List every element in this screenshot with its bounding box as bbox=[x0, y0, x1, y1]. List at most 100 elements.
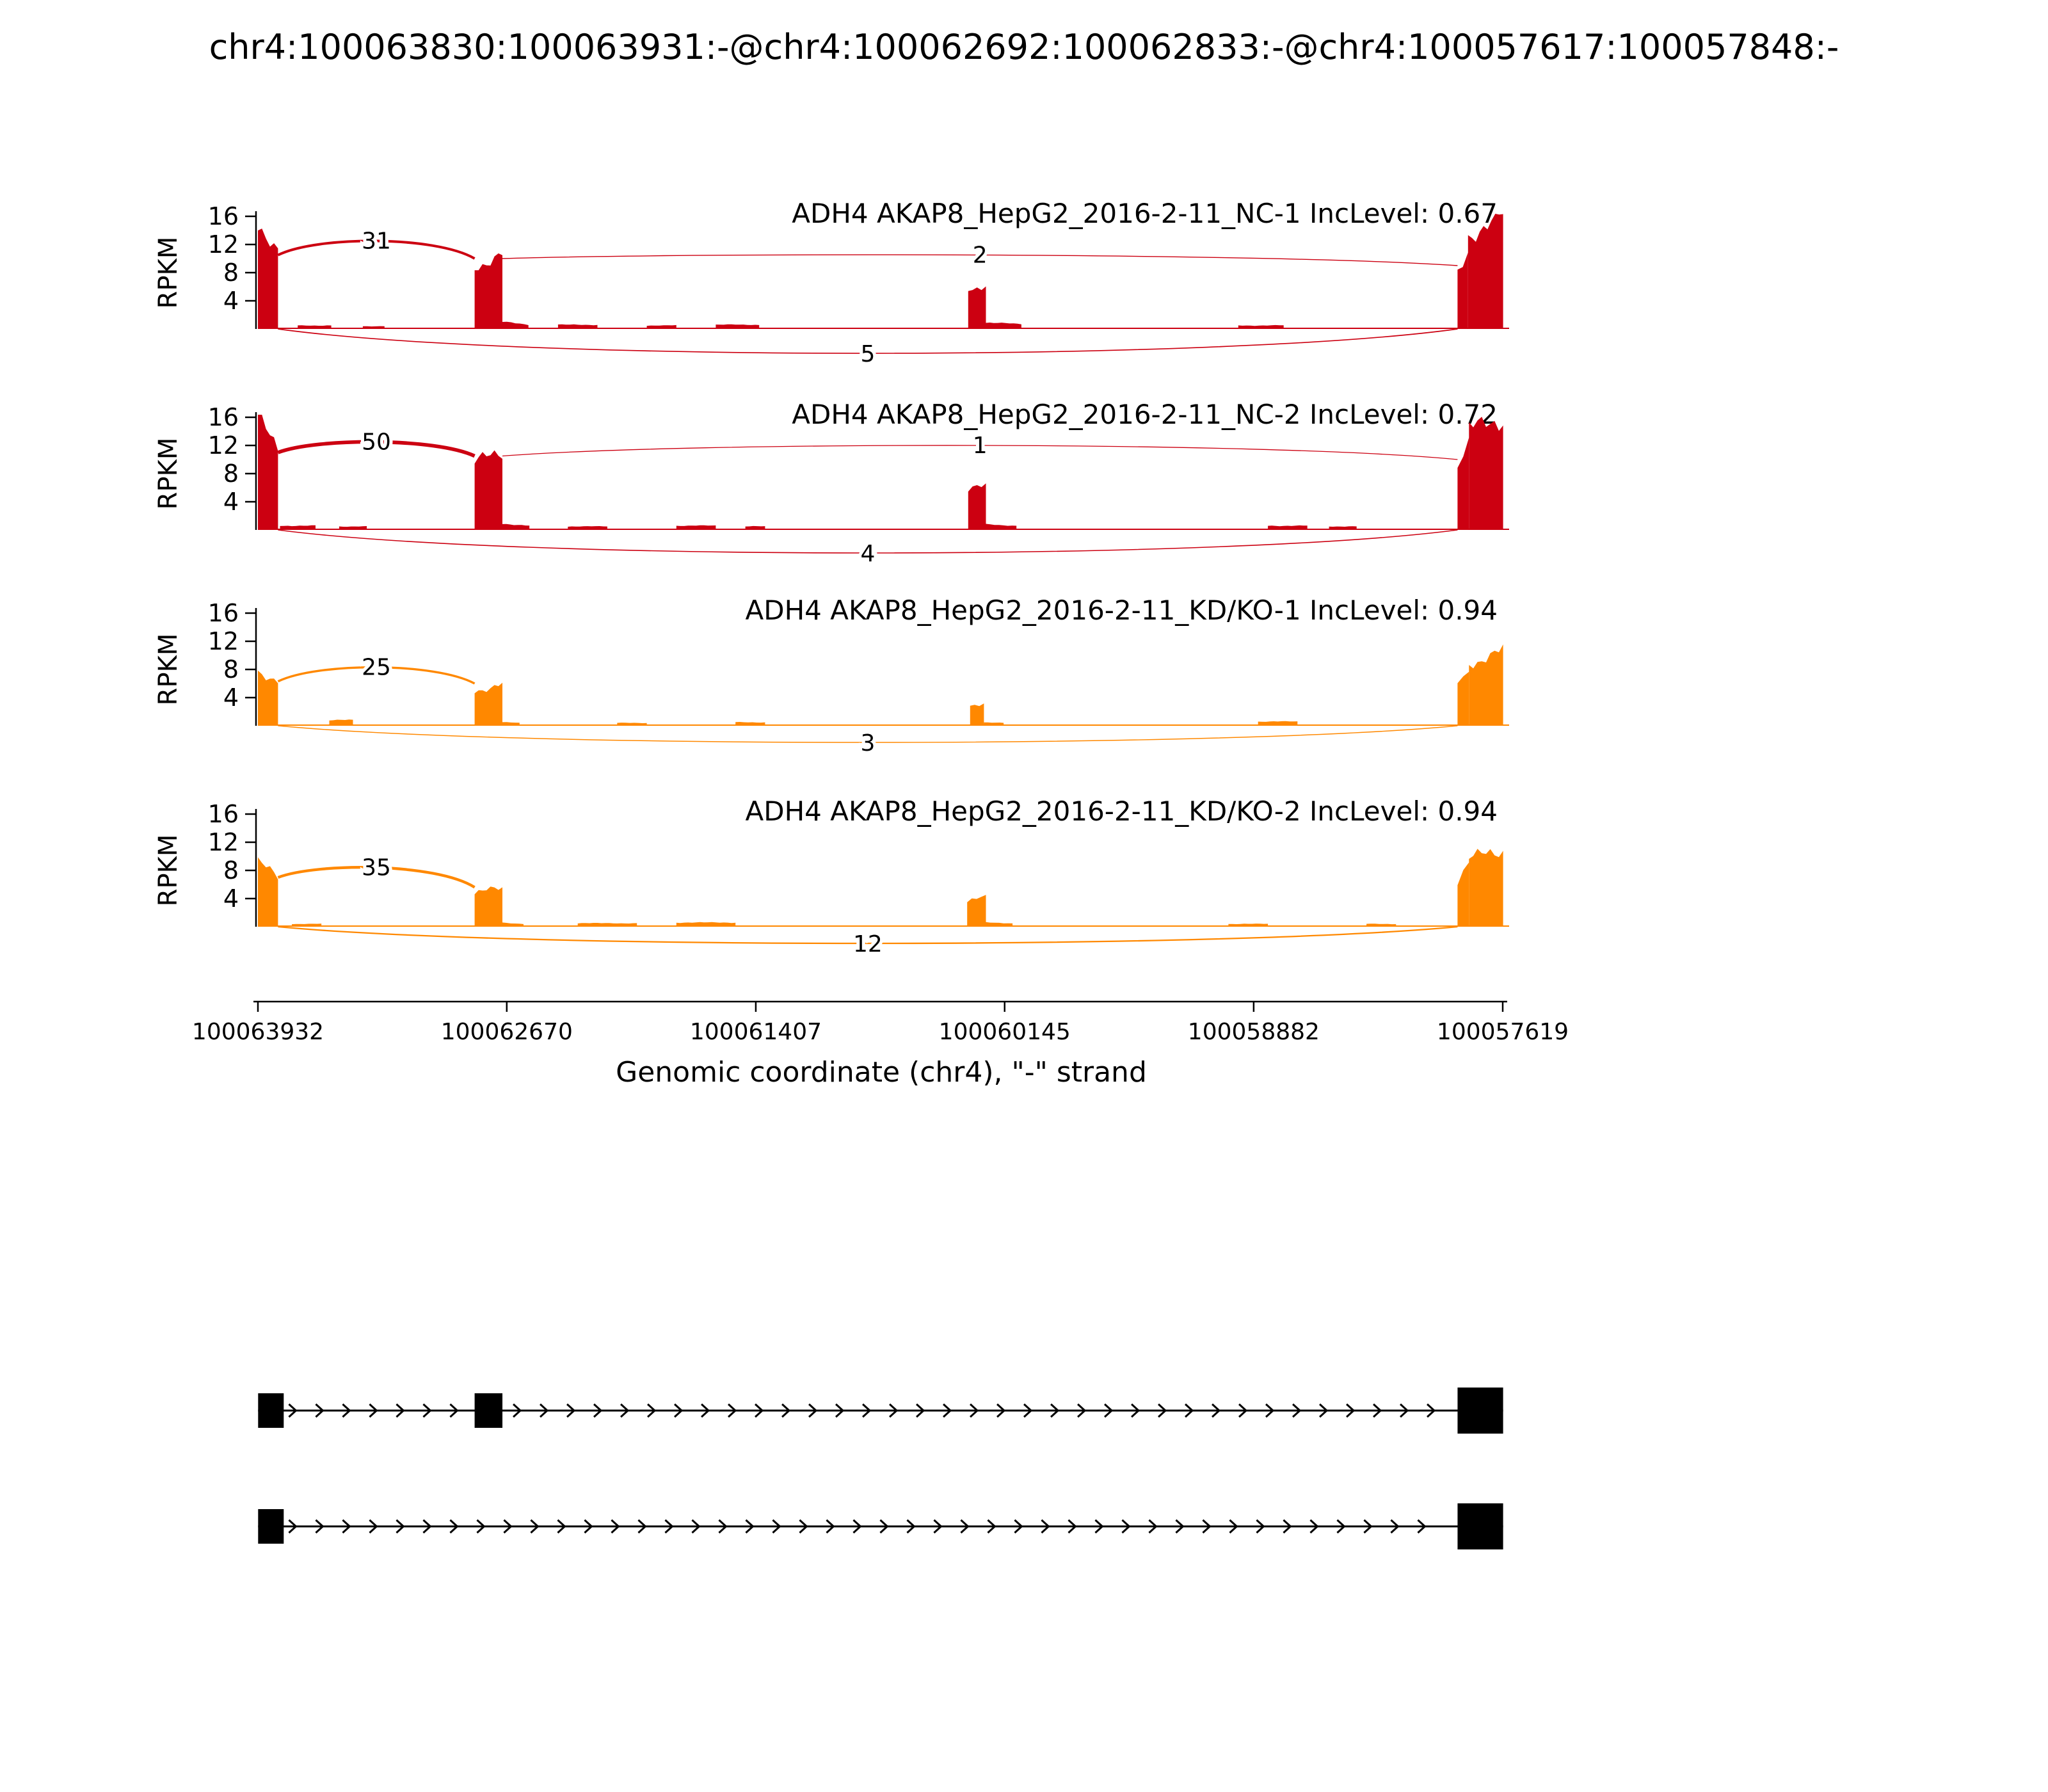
coverage-area bbox=[676, 922, 736, 927]
strand-arrow-icon bbox=[593, 1403, 603, 1418]
strand-arrow-icon bbox=[1346, 1403, 1356, 1418]
junction-count: 5 bbox=[860, 341, 875, 367]
coverage-area bbox=[984, 722, 1004, 726]
exon-box bbox=[1457, 1388, 1503, 1434]
coverage-area bbox=[577, 923, 637, 927]
junction-arc bbox=[502, 254, 1458, 266]
strand-arrow-icon bbox=[540, 1403, 549, 1418]
junction-count: 50 bbox=[362, 429, 391, 456]
y-tick-label: 12 bbox=[208, 431, 239, 460]
strand-arrow-icon bbox=[1256, 1519, 1265, 1534]
strand-arrow-icon bbox=[826, 1519, 835, 1534]
strand-arrow-icon bbox=[852, 1519, 862, 1534]
strand-arrow-icon bbox=[691, 1519, 701, 1534]
y-tick-label: 16 bbox=[208, 202, 239, 230]
strand-arrow-icon bbox=[906, 1519, 916, 1534]
strand-arrow-icon bbox=[1283, 1519, 1292, 1534]
x-tick-label: 100057619 bbox=[1437, 1019, 1569, 1045]
strand-arrow-icon bbox=[1094, 1519, 1104, 1534]
y-tick-label: 16 bbox=[208, 800, 239, 828]
strand-arrow-icon bbox=[1041, 1519, 1050, 1534]
coverage-area bbox=[280, 525, 316, 530]
y-tick-label: 12 bbox=[208, 230, 239, 259]
coverage-area bbox=[967, 895, 986, 927]
coverage-area bbox=[617, 723, 647, 726]
x-tick-label: 100063932 bbox=[192, 1019, 324, 1045]
y-tick-label: 8 bbox=[223, 259, 239, 287]
strand-arrow-icon bbox=[1363, 1519, 1373, 1534]
coverage-area bbox=[568, 526, 607, 530]
junction-arc bbox=[277, 866, 476, 889]
strand-arrow-icon bbox=[1309, 1519, 1319, 1534]
strand-arrow-icon bbox=[1131, 1403, 1140, 1418]
strand-arrow-icon bbox=[1417, 1519, 1427, 1534]
coverage-area bbox=[258, 857, 278, 927]
strand-arrow-icon bbox=[342, 1519, 351, 1534]
junction-count: 12 bbox=[853, 931, 883, 957]
strand-arrow-icon bbox=[449, 1403, 459, 1418]
strand-arrow-icon bbox=[1121, 1519, 1131, 1534]
strand-arrow-icon bbox=[996, 1403, 1006, 1418]
coverage-area bbox=[1457, 671, 1469, 726]
strand-arrow-icon bbox=[1050, 1403, 1060, 1418]
junction-count: 25 bbox=[362, 655, 391, 681]
y-tick-label: 16 bbox=[208, 599, 239, 627]
coverage-area bbox=[676, 525, 716, 530]
junction-arc bbox=[277, 440, 476, 458]
strand-arrow-icon bbox=[755, 1403, 764, 1418]
junction-arc bbox=[277, 239, 476, 260]
y-tick-label: 4 bbox=[223, 884, 239, 913]
coverage-area bbox=[745, 525, 765, 530]
track-label: ADH4 AKAP8_HepG2_2016-2-11_NC-1 IncLevel… bbox=[792, 198, 1498, 229]
strand-arrow-icon bbox=[1077, 1403, 1087, 1418]
exon-box bbox=[1457, 1503, 1503, 1549]
coverage-area bbox=[557, 324, 598, 329]
exon-box bbox=[474, 1393, 503, 1428]
coverage-area bbox=[474, 886, 502, 927]
coverage-area bbox=[1366, 924, 1396, 927]
y-axis-title: RPKM bbox=[154, 438, 183, 510]
y-tick-label: 12 bbox=[208, 828, 239, 856]
strand-arrow-icon bbox=[315, 1519, 324, 1534]
coverage-area bbox=[986, 524, 1017, 530]
strand-arrow-icon bbox=[503, 1519, 513, 1534]
y-tick-label: 4 bbox=[223, 287, 239, 315]
strand-arrow-icon bbox=[960, 1519, 970, 1534]
strand-arrow-icon bbox=[970, 1403, 979, 1418]
junction-arc bbox=[277, 666, 476, 685]
strand-arrow-icon bbox=[342, 1403, 351, 1418]
coverage-area bbox=[986, 922, 1013, 927]
y-tick-label: 8 bbox=[223, 460, 239, 488]
junction-arc bbox=[278, 925, 1458, 945]
strand-arrow-icon bbox=[745, 1519, 755, 1534]
junction-count: 31 bbox=[362, 228, 391, 255]
strand-arrow-icon bbox=[611, 1519, 620, 1534]
coverage-area bbox=[502, 722, 520, 726]
x-axis: 100063932 100062670 100061407 100060145 1000… bbox=[192, 1000, 1569, 1045]
x-tick-label: 100058882 bbox=[1188, 1019, 1320, 1045]
strand-arrow-icon bbox=[422, 1403, 432, 1418]
strand-arrow-icon bbox=[513, 1403, 522, 1418]
junction-count: 2 bbox=[973, 243, 988, 269]
strand-arrow-icon bbox=[674, 1403, 684, 1418]
strand-arrow-icon bbox=[835, 1403, 845, 1418]
y-tick-label: 12 bbox=[208, 627, 239, 655]
figure-title: chr4:100063830:100063931:-@chr4:10006269… bbox=[209, 27, 1839, 67]
strand-arrow-icon bbox=[1068, 1519, 1077, 1534]
coverage-area bbox=[968, 286, 986, 329]
y-tick-label: 4 bbox=[223, 684, 239, 712]
strand-arrow-icon bbox=[1158, 1403, 1167, 1418]
coverage-area bbox=[1468, 214, 1503, 329]
junction-count: 4 bbox=[860, 541, 875, 567]
y-tick-label: 8 bbox=[223, 655, 239, 684]
coverage-area bbox=[474, 682, 502, 726]
coverage-area bbox=[258, 228, 278, 329]
strand-arrow-icon bbox=[772, 1519, 781, 1534]
strand-arrow-icon bbox=[1427, 1403, 1436, 1418]
coverage-area bbox=[292, 924, 322, 927]
strand-arrow-icon bbox=[530, 1519, 540, 1534]
strand-arrow-icon bbox=[718, 1519, 728, 1534]
